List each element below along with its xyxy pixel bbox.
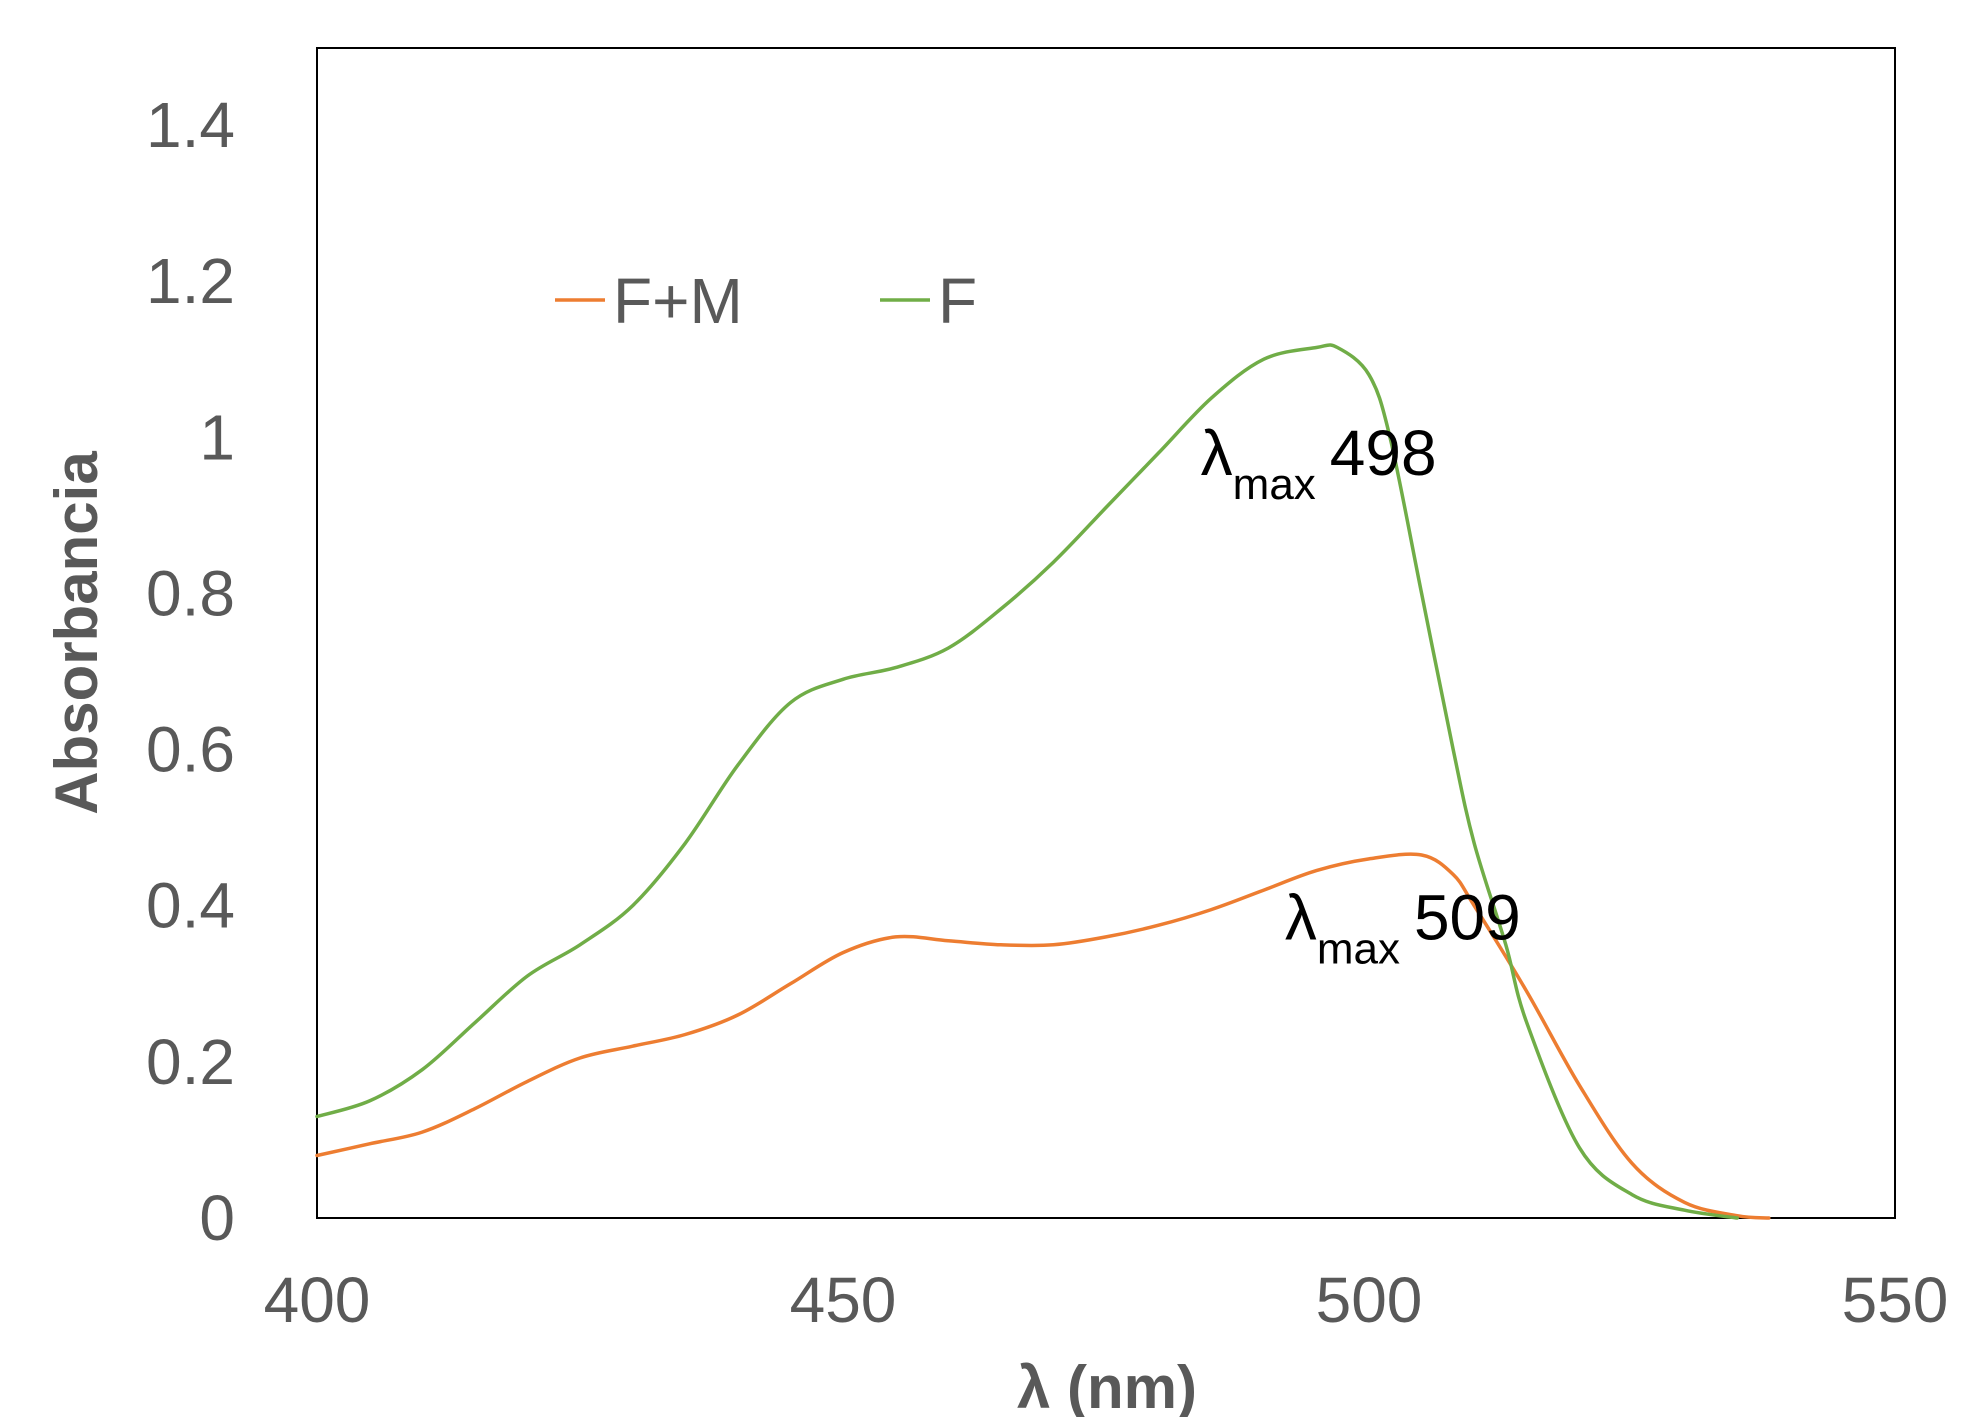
x-axis-title: λ (nm) bbox=[1017, 1354, 1197, 1417]
legend-label: F bbox=[938, 265, 977, 337]
annotation-value: 498 bbox=[1330, 417, 1437, 489]
y-axis-title: Absorbancia bbox=[43, 451, 110, 815]
series-line-f-plus-m bbox=[315, 852, 1771, 1220]
annotation-symbol: λ bbox=[1285, 881, 1317, 953]
x-tick-label: 400 bbox=[264, 1264, 371, 1336]
legend-label: F+M bbox=[613, 265, 743, 337]
x-tick-label: 550 bbox=[1842, 1264, 1949, 1336]
y-tick-label: 1.4 bbox=[146, 89, 235, 161]
annotation-symbol: λ bbox=[1201, 417, 1233, 489]
x-tick-label: 500 bbox=[1316, 1264, 1423, 1336]
y-tick-labels: 0 0.2 0.4 0.6 0.8 1 1.2 1.4 bbox=[146, 89, 235, 1254]
lambda-max-annotation: λmax 498 bbox=[1201, 417, 1437, 509]
y-tick-label: 0.6 bbox=[146, 714, 235, 786]
annotation-subscript: max bbox=[1317, 924, 1400, 973]
series-line-f bbox=[315, 343, 1739, 1220]
annotation-value: 509 bbox=[1414, 881, 1521, 953]
y-tick-label: 0.2 bbox=[146, 1026, 235, 1098]
y-tick-label: 1.2 bbox=[146, 245, 235, 317]
y-tick-label: 1 bbox=[199, 401, 235, 473]
y-tick-label: 0.4 bbox=[146, 870, 235, 942]
legend: F+M F bbox=[555, 265, 977, 337]
annotation-subscript: max bbox=[1233, 460, 1316, 509]
y-tick-label: 0.8 bbox=[146, 557, 235, 629]
lambda-max-annotation: λmax 509 bbox=[1285, 881, 1521, 973]
series-layer bbox=[315, 343, 1771, 1220]
y-tick-label: 0 bbox=[199, 1182, 235, 1254]
x-tick-label: 450 bbox=[790, 1264, 897, 1336]
x-tick-labels: 400 450 500 550 bbox=[264, 1264, 1949, 1336]
plot-area bbox=[316, 47, 1896, 1219]
